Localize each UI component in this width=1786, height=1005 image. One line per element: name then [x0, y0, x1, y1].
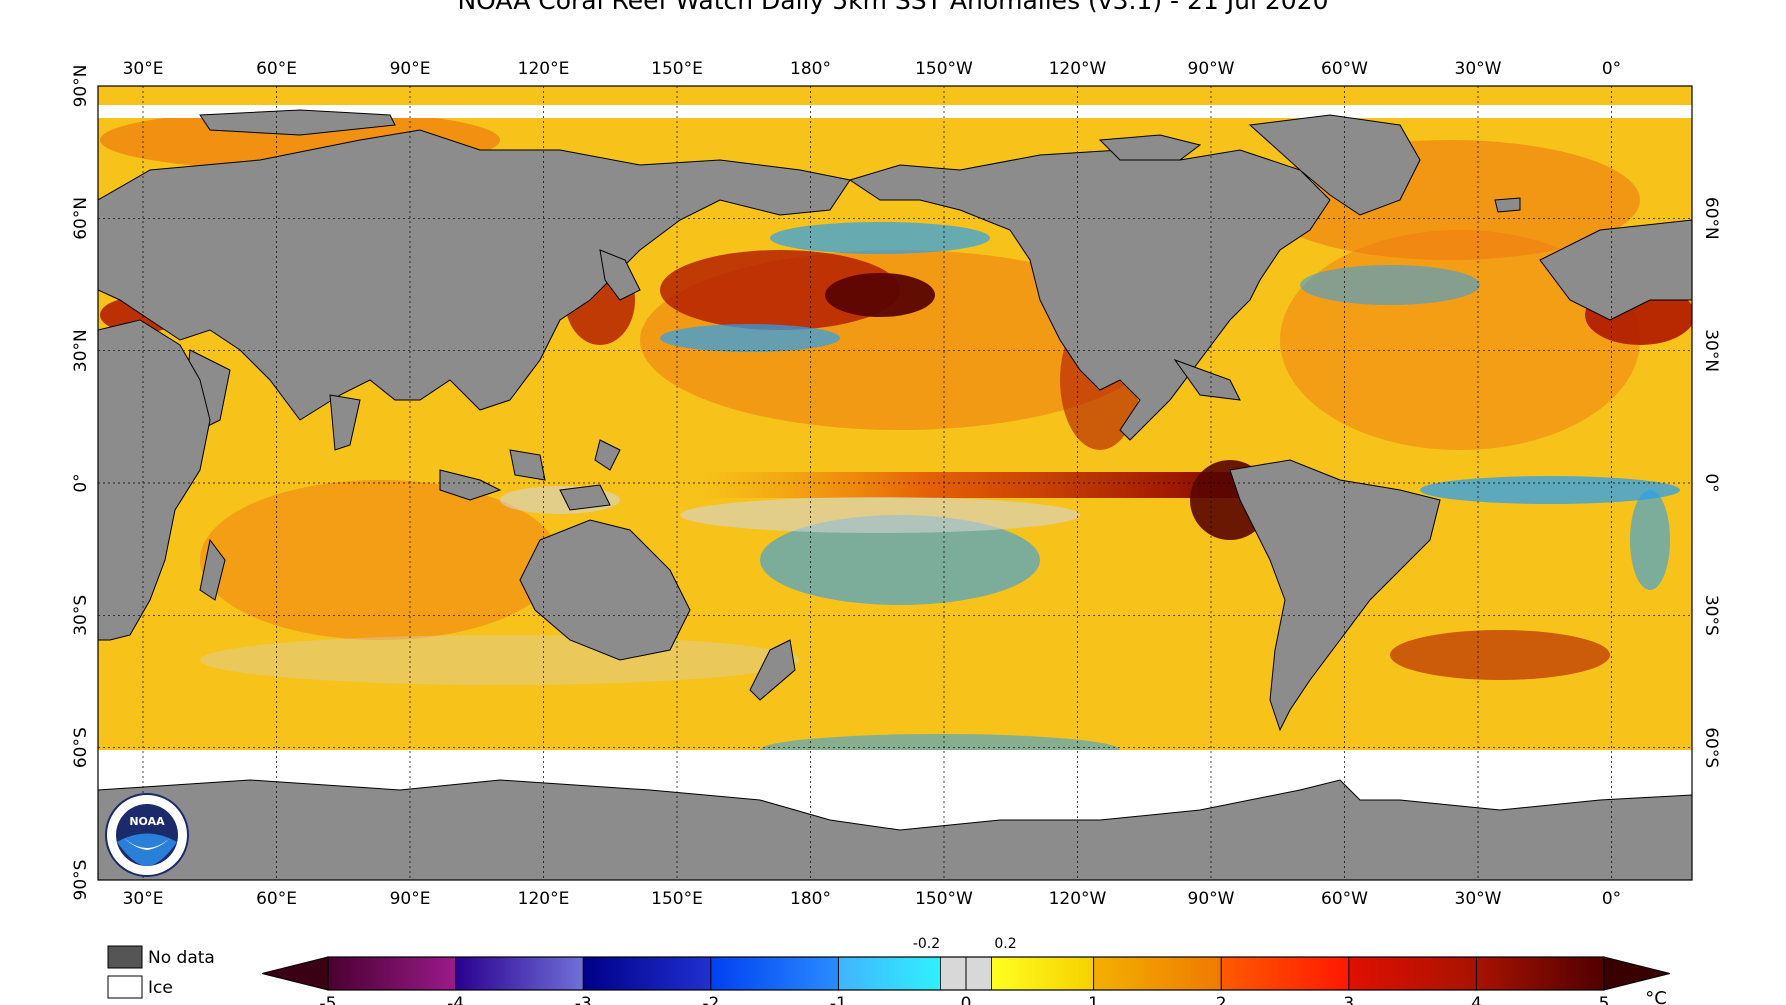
map-title: NOAA Coral Reef Watch Daily 5km SST Anom… [457, 0, 1329, 15]
colorbar-segment [838, 957, 941, 990]
ice-swatch [107, 975, 143, 999]
longitude-tick-label: 60°E [256, 889, 297, 909]
latitude-tick-label: 90°S [71, 860, 91, 901]
longitude-tick-label: 120°E [518, 889, 570, 909]
land-masses [98, 109, 1692, 880]
longitude-ticks-top: 30°E 60°E 90°E 120°E 150°E 180° 150°W 120°W 90°W… [123, 59, 1622, 79]
colorbar-segment [1476, 957, 1604, 990]
longitude-tick-label: 150°W [915, 889, 973, 909]
colorbar-segment [583, 957, 711, 990]
colorbar-segment [710, 957, 839, 990]
colorbar-unit: °C [1645, 988, 1667, 1005]
latitude-ticks-right: 60°N 30°N 0° 30°S 60°S [1701, 197, 1721, 768]
longitude-tick-label: 30°E [123, 889, 164, 909]
graticule-lines [98, 86, 1692, 880]
longitude-tick-label: 0° [1602, 59, 1621, 79]
colorbar-tick-label: -1 [830, 994, 847, 1005]
colorbar-tick-label: 4 [1471, 994, 1482, 1005]
latitude-tick-label: 30°N [1701, 329, 1721, 372]
colorbar-high-arrow [1603, 956, 1671, 991]
colorbar-low-arrow [261, 956, 329, 991]
latitude-tick-label: 60°N [1701, 197, 1721, 240]
longitude-ticks-bottom: 30°E 60°E 90°E 120°E 150°E 180° 150°W 120°W 90°W… [123, 889, 1622, 909]
latitude-tick-label: 30°S [71, 595, 91, 636]
longitude-tick-label: 60°W [1321, 889, 1368, 909]
colorbar-tick-label: -2 [702, 994, 719, 1005]
latitude-tick-label: 0° [1701, 473, 1721, 492]
noaa-logo-text: NOAA [129, 815, 165, 828]
colorbar-segment [1093, 957, 1222, 990]
longitude-tick-label: 90°W [1188, 889, 1235, 909]
colorbar-tick-label: 1 [1088, 994, 1099, 1005]
no-data-swatch [107, 945, 143, 969]
longitude-tick-label: 60°W [1321, 59, 1368, 79]
longitude-tick-label: 30°W [1455, 59, 1502, 79]
latitude-tick-label: 30°N [71, 329, 91, 372]
colorbar-tick-label: 3 [1343, 994, 1354, 1005]
noaa-logo: NOAA [105, 793, 189, 877]
colorbar-segment [328, 957, 456, 990]
longitude-tick-label: 120°W [1049, 889, 1107, 909]
no-data-label: No data [148, 948, 215, 968]
longitude-tick-label: 120°W [1049, 59, 1107, 79]
longitude-tick-label: 90°E [390, 889, 431, 909]
colorbar: -5 -4 -3 -2 -1 0 1 2 3 4 5 -0.2 0.2 °C [261, 936, 1671, 1005]
colorbar-tick-label: 5 [1599, 994, 1610, 1005]
longitude-tick-label: 0° [1602, 889, 1621, 909]
colorbar-neutral-label: 0.2 [994, 936, 1016, 952]
longitude-tick-label: 30°E [123, 59, 164, 79]
colorbar-tick-label: -3 [575, 994, 592, 1005]
colorbar-tick-label: -5 [320, 994, 337, 1005]
longitude-tick-label: 90°W [1188, 59, 1235, 79]
longitude-tick-label: 60°E [256, 59, 297, 79]
latitude-tick-label: 60°S [1701, 727, 1721, 768]
latitude-tick-label: 60°S [71, 727, 91, 768]
longitude-tick-label: 150°E [651, 889, 703, 909]
longitude-tick-label: 180° [790, 889, 831, 909]
colorbar-segment [1221, 957, 1349, 990]
colorbar-neutral-label: -0.2 [913, 936, 940, 952]
latitude-tick-label: 0° [71, 473, 91, 492]
longitude-tick-label: 30°W [1455, 889, 1502, 909]
longitude-tick-label: 120°E [518, 59, 570, 79]
colorbar-tick-label: -4 [447, 994, 464, 1005]
latitude-ticks-left: 90°N 60°N 30°N 0° 30°S 60°S 90°S [71, 65, 91, 901]
latitude-tick-label: 60°N [71, 197, 91, 240]
colorbar-segment [455, 957, 584, 990]
ice-label: Ice [148, 978, 173, 998]
longitude-tick-label: 150°W [915, 59, 973, 79]
longitude-tick-label: 180° [790, 59, 831, 79]
colorbar-segment [991, 957, 1094, 990]
colorbar-segment [1348, 957, 1477, 990]
latitude-tick-label: 90°N [71, 65, 91, 108]
colorbar-tick-label: 2 [1216, 994, 1227, 1005]
latitude-tick-label: 30°S [1701, 595, 1721, 636]
legend: No data Ice [107, 945, 215, 999]
longitude-tick-label: 150°E [651, 59, 703, 79]
longitude-tick-label: 90°E [390, 59, 431, 79]
colorbar-tick-label: 0 [961, 994, 972, 1005]
